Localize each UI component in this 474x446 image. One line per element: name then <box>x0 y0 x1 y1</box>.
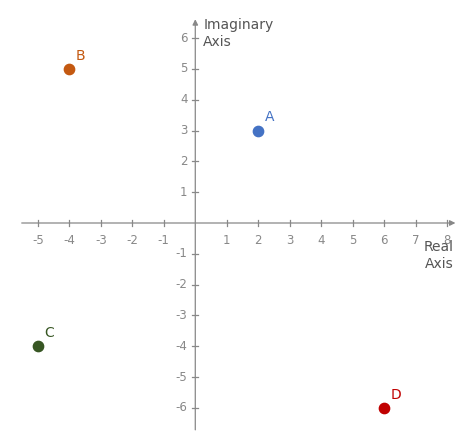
Point <box>34 343 42 350</box>
Text: -5: -5 <box>32 234 44 247</box>
Text: 4: 4 <box>318 234 325 247</box>
Text: -2: -2 <box>127 234 138 247</box>
Text: 7: 7 <box>412 234 419 247</box>
Text: -6: -6 <box>175 401 187 414</box>
Text: 2: 2 <box>255 234 262 247</box>
Point <box>65 65 73 72</box>
Text: 5: 5 <box>180 62 187 75</box>
Text: D: D <box>391 388 401 402</box>
Text: -4: -4 <box>64 234 75 247</box>
Text: 2: 2 <box>180 155 187 168</box>
Text: 1: 1 <box>223 234 230 247</box>
Text: -1: -1 <box>158 234 170 247</box>
Text: Real
Axis: Real Axis <box>423 240 454 271</box>
Text: -4: -4 <box>175 340 187 353</box>
Point <box>381 405 388 412</box>
Text: -2: -2 <box>175 278 187 291</box>
Text: -1: -1 <box>175 248 187 260</box>
Text: 4: 4 <box>180 93 187 106</box>
Text: 1: 1 <box>180 186 187 198</box>
Text: 6: 6 <box>381 234 388 247</box>
Text: -3: -3 <box>176 309 187 322</box>
Text: 8: 8 <box>444 234 451 247</box>
Text: C: C <box>44 326 54 340</box>
Text: 3: 3 <box>180 124 187 137</box>
Text: -5: -5 <box>176 371 187 384</box>
Text: 5: 5 <box>349 234 356 247</box>
Text: A: A <box>264 110 274 124</box>
Text: B: B <box>76 49 85 63</box>
Text: 6: 6 <box>180 32 187 45</box>
Point <box>255 127 262 134</box>
Text: Imaginary
Axis: Imaginary Axis <box>203 18 273 50</box>
Text: -3: -3 <box>95 234 107 247</box>
Text: 3: 3 <box>286 234 293 247</box>
